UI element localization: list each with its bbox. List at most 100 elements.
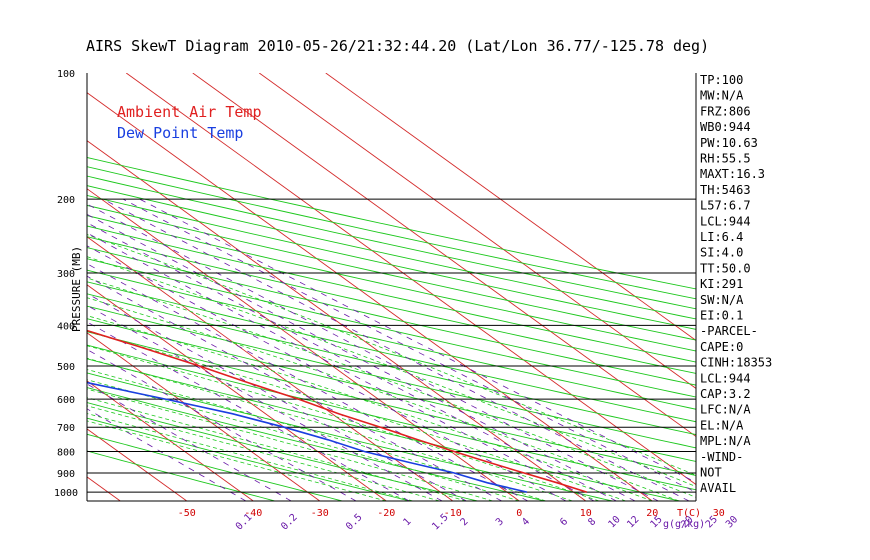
moist-adiabat-line — [87, 357, 573, 501]
bottom-temperature-tick-label: 0 — [516, 508, 522, 519]
dry-adiabat-line — [87, 269, 696, 410]
moist-adiabat-line — [87, 413, 414, 501]
mixing-ratio-line — [87, 222, 617, 501]
moist-adiabat-line — [87, 297, 680, 501]
isotherm-line — [192, 73, 696, 438]
mixing-ratio-line — [87, 292, 467, 501]
isotherm-line — [87, 332, 321, 501]
index-item: CAP:3.2 — [700, 387, 751, 401]
dry-adiabat-line — [87, 450, 276, 501]
dry-adiabat-line — [87, 344, 696, 491]
pressure-tick-label: 400 — [57, 321, 75, 332]
isotherm-line — [125, 73, 696, 486]
ambient-air-temp-line — [87, 329, 588, 493]
mixing-ratio-line — [87, 305, 443, 501]
isotherm-line — [87, 476, 121, 501]
index-item: RH:55.5 — [700, 152, 751, 166]
index-item: CAPE:0 — [700, 340, 743, 354]
mixing-ratio-line — [87, 321, 410, 501]
index-item: EI:0.1 — [700, 309, 743, 323]
mixing-ratio-tick-label: 30 — [724, 514, 740, 530]
dry-adiabat-line — [87, 258, 696, 398]
pressure-tick-label: 200 — [57, 195, 75, 206]
dry-adiabat-line — [87, 194, 696, 330]
moist-adiabat-line — [87, 315, 653, 501]
mixing-ratio-line — [87, 245, 567, 501]
legend-ambient-air-temp: Ambient Air Temp — [117, 103, 262, 121]
moist-adiabat-line — [87, 256, 696, 487]
pressure-tick-label: 900 — [57, 469, 75, 480]
mixing-ratio-line — [87, 232, 595, 501]
mixing-ratio-tick-label: 3 — [494, 516, 506, 528]
index-item: TP:100 — [700, 73, 743, 87]
dry-adiabat-line — [87, 175, 696, 310]
isotherm-line — [87, 188, 520, 501]
index-item: LFC:N/A — [700, 403, 751, 417]
mixing-ratio-tick-label: 2 — [459, 516, 471, 528]
mixing-ratio-label: g(g/kg) — [663, 519, 705, 530]
index-item: LCL:944 — [700, 214, 751, 228]
index-item: PW:10.63 — [700, 136, 758, 150]
mixing-ratio-line — [103, 198, 690, 501]
dry-adiabat-line — [87, 204, 696, 341]
dry-adiabat-line — [87, 305, 696, 449]
index-item: AVAIL — [700, 481, 736, 495]
moist-adiabat-line — [87, 234, 696, 476]
dry-adiabat-line — [87, 236, 696, 374]
dry-adiabat-line — [87, 157, 696, 290]
index-item: MW:N/A — [700, 89, 744, 103]
isotherm-line — [0, 73, 54, 501]
index-item: LI:6.4 — [700, 230, 743, 244]
mixing-ratio-line — [87, 408, 247, 501]
bottom-temperature-tick-label: -20 — [377, 508, 395, 519]
index-item: TH:5463 — [700, 183, 751, 197]
index-item: WB0:944 — [700, 120, 751, 134]
isotherm-line — [87, 380, 254, 501]
dry-adiabat-line — [87, 433, 343, 501]
moist-adiabat-line — [87, 369, 547, 501]
dry-adiabat-line — [87, 358, 680, 501]
legend-dew-point-temp: Dew Point Temp — [117, 124, 243, 142]
isotherm-line — [325, 73, 696, 341]
index-item: TT:50.0 — [700, 261, 751, 275]
pressure-tick-label: 300 — [57, 269, 75, 280]
mixing-ratio-tick-label: 0.2 — [279, 512, 300, 533]
dry-adiabat-line — [87, 166, 696, 300]
bottom-temperature-tick-label: 20 — [646, 508, 658, 519]
pressure-tick-label: 1000 — [54, 488, 78, 499]
isobars — [87, 198, 696, 502]
mixing-ratio-tick-label: 4 — [520, 516, 532, 528]
mixing-ratio-line — [87, 348, 357, 501]
moist-adiabat-line — [87, 388, 493, 501]
moist-adiabat-line — [87, 277, 696, 498]
bottom-temperature-tick-label: -30 — [311, 508, 329, 519]
dry-adiabat-line — [87, 215, 696, 352]
dry-adiabat-line — [87, 318, 696, 462]
mixing-ratio-line — [87, 263, 529, 501]
isotherm-line — [87, 428, 188, 501]
mixing-ratio-tick-label: 6 — [558, 516, 570, 528]
index-item: -PARCEL- — [700, 324, 758, 338]
x-axis-label: T(C) — [677, 508, 701, 519]
bottom-temperature-tick-label: 30 — [713, 508, 725, 519]
mixing-ratio-line — [87, 383, 292, 501]
chart-title: AIRS SkewT Diagram 2010-05-26/21:32:44.2… — [86, 37, 709, 55]
dry-adiabat-line — [87, 185, 696, 320]
mixing-ratio-line — [87, 213, 636, 501]
bottom-temperature-tick-label: -40 — [244, 508, 262, 519]
bottom-temperature-tick-label: -50 — [178, 508, 196, 519]
dry-adiabat-line — [87, 387, 545, 501]
moist-adiabat-line — [87, 405, 440, 501]
dry-adiabat-line — [87, 417, 411, 501]
moist-adiabat-line — [87, 379, 520, 501]
pressure-tick-label: 700 — [57, 423, 75, 434]
dew-point-temp-line — [87, 381, 528, 493]
mixing-ratio-line — [87, 203, 659, 501]
pressure-tick-label: 500 — [57, 362, 75, 373]
index-item: MAXT:16.3 — [700, 167, 765, 181]
index-item: KI:291 — [700, 277, 743, 291]
index-item: NOT — [700, 466, 722, 480]
index-item: -WIND- — [700, 450, 743, 464]
